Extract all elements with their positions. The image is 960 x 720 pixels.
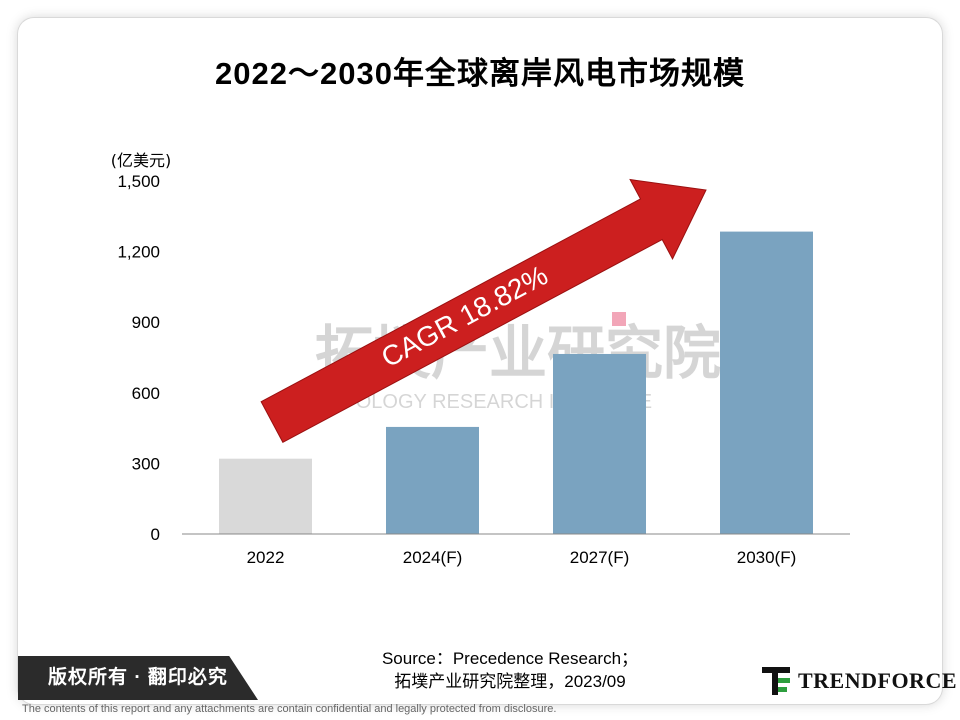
trendforce-logo: TRENDFORCE (762, 666, 957, 696)
bar (553, 353, 646, 534)
chart-title: 2022～2030年全球离岸风电市场规模 (215, 56, 745, 91)
y-tick-label: 900 (132, 313, 160, 332)
x-tick-label: 2024(F) (403, 548, 463, 567)
source-line-1: Source：Precedence Research； (381, 649, 639, 668)
chart-area: 拓墣产业研究院 TOPOLOGY RESEARCH INSTITUTE (亿美元… (111, 151, 850, 567)
brand-name: TRENDFORCE (798, 668, 958, 693)
disclaimer: The contents of this report and any atta… (22, 703, 557, 715)
bar (219, 458, 312, 534)
y-tick-label: 600 (132, 384, 160, 403)
source-line-2: 拓墣产业研究院整理，2023/09 (394, 672, 626, 691)
copyright-tab: 版权所有 · 翻印必究 (18, 656, 258, 700)
trendforce-logo-icon (762, 667, 790, 695)
x-tick-label: 2022 (247, 548, 285, 567)
y-tick-label: 1,500 (117, 172, 160, 191)
y-tick-label: 1,200 (117, 243, 160, 262)
y-tick-label: 300 (132, 454, 160, 473)
x-tick-label: 2027(F) (570, 548, 630, 567)
bar (386, 426, 479, 534)
x-tick-label: 2030(F) (737, 548, 797, 567)
y-tick-label: 0 (151, 525, 160, 544)
y-axis-unit-label: (亿美元) (111, 151, 172, 170)
watermark-dot (612, 312, 626, 326)
bar (720, 231, 813, 534)
